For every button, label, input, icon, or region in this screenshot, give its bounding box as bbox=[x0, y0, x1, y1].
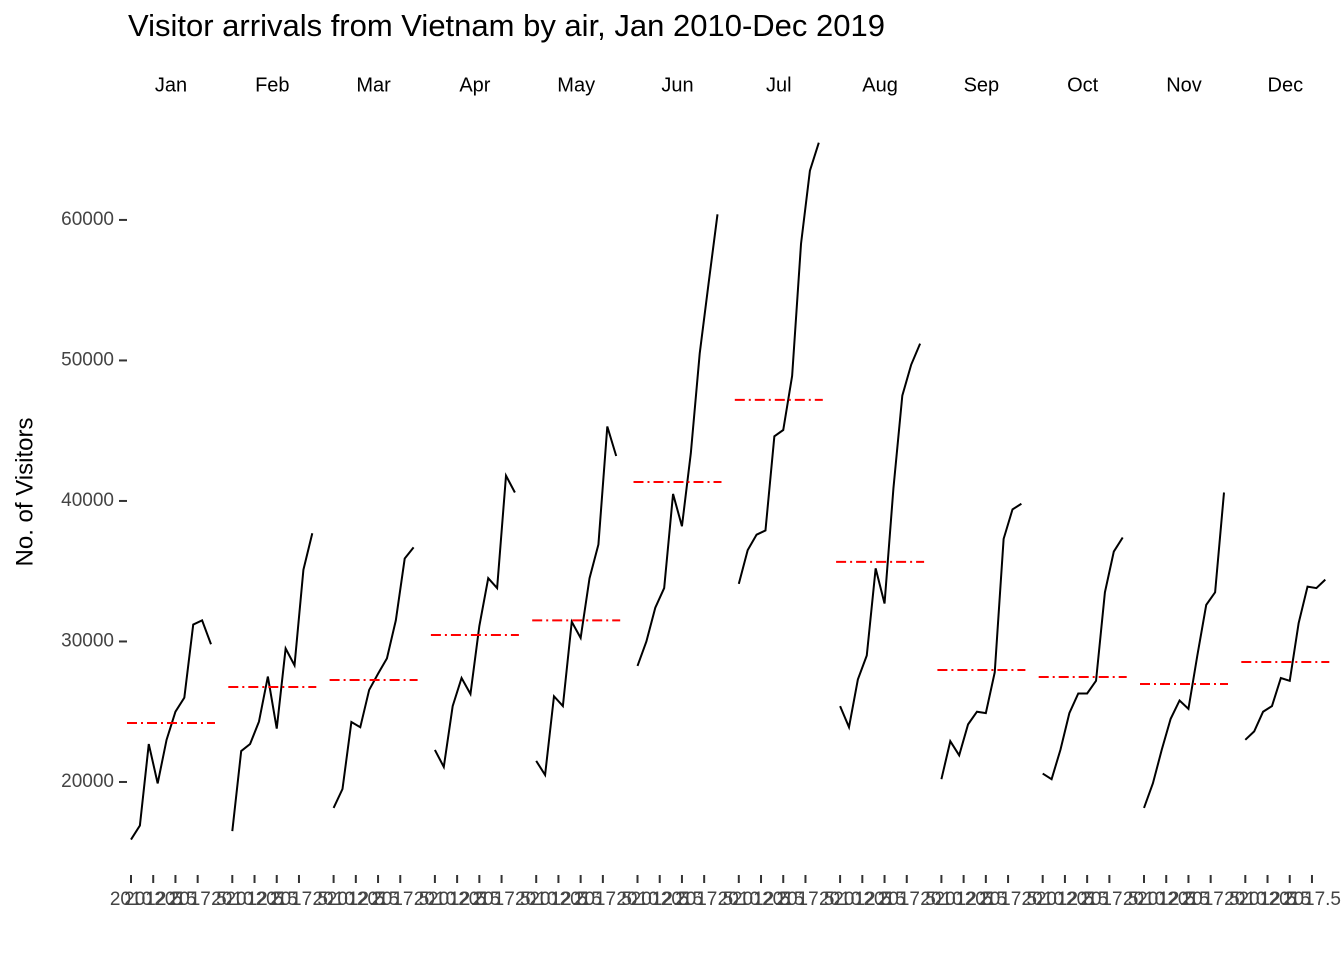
series-line bbox=[1143, 492, 1225, 809]
x-tick-label: 2015 bbox=[863, 889, 905, 910]
series-line bbox=[1244, 578, 1326, 741]
strip-label: Nov bbox=[1166, 74, 1202, 96]
series-line bbox=[231, 533, 314, 832]
x-tick-label: 2010 bbox=[1123, 889, 1165, 910]
strip-label: Sep bbox=[964, 74, 1000, 96]
x-tick-label: 2012.5 bbox=[1036, 889, 1094, 910]
series-line bbox=[535, 426, 618, 778]
x-tick-label: 2015 bbox=[661, 889, 703, 910]
x-tick-label: 2012.5 bbox=[327, 889, 385, 910]
strip-label: May bbox=[557, 74, 595, 96]
y-tick-label: 30000 bbox=[61, 630, 114, 651]
y-axis-label: No. of Visitors bbox=[11, 418, 38, 567]
x-tick-label: 2017.5 bbox=[1182, 889, 1240, 910]
x-tick-label: 2017.5 bbox=[878, 889, 936, 910]
strip-label: Mar bbox=[356, 74, 391, 96]
x-tick-label: 2010 bbox=[312, 889, 354, 910]
x-tick-label: 2012.5 bbox=[225, 889, 283, 910]
y-tick-label: 40000 bbox=[61, 490, 114, 511]
x-tick-label: 2012.5 bbox=[833, 889, 891, 910]
x-tick-label: 2015 bbox=[1066, 889, 1108, 910]
series-line bbox=[636, 214, 719, 667]
x-tick-label: 2010 bbox=[110, 889, 152, 910]
x-tick-label: 2017.5 bbox=[1283, 889, 1341, 910]
strip-label: Feb bbox=[255, 74, 289, 96]
series-line bbox=[737, 142, 820, 585]
y-tick-label: 50000 bbox=[61, 349, 114, 370]
x-tick-label: 2012.5 bbox=[124, 889, 182, 910]
strip-label: Oct bbox=[1067, 74, 1099, 96]
x-tick-label: 2017.5 bbox=[169, 889, 227, 910]
x-tick-label: 2017.5 bbox=[979, 889, 1037, 910]
x-tick-label: 2015 bbox=[1269, 889, 1311, 910]
series-line bbox=[130, 619, 212, 841]
x-tick-label: 2015 bbox=[154, 889, 196, 910]
series-line bbox=[1042, 536, 1124, 781]
series-line bbox=[332, 546, 415, 809]
x-tick-label: 2010 bbox=[211, 889, 253, 910]
x-tick-label: 2017.5 bbox=[270, 889, 328, 910]
x-tick-label: 2010 bbox=[718, 889, 760, 910]
x-tick-label: 2017.5 bbox=[371, 889, 429, 910]
x-tick-label: 2017.5 bbox=[473, 889, 531, 910]
strip-label: Jun bbox=[661, 74, 693, 96]
x-tick-label: 2017.5 bbox=[574, 889, 632, 910]
x-tick-label: 2012.5 bbox=[1238, 889, 1296, 910]
x-tick-label: 2015 bbox=[560, 889, 602, 910]
x-tick-label: 2010 bbox=[616, 889, 658, 910]
x-tick-label: 2012.5 bbox=[935, 889, 993, 910]
strip-label: Jan bbox=[155, 74, 187, 96]
x-tick-label: 2010 bbox=[515, 889, 557, 910]
y-tick-label: 20000 bbox=[61, 771, 114, 792]
x-tick-label: 2017.5 bbox=[1080, 889, 1138, 910]
x-tick-label: 2015 bbox=[357, 889, 399, 910]
x-tick-label: 2012.5 bbox=[529, 889, 587, 910]
x-tick-label: 2017.5 bbox=[675, 889, 733, 910]
x-tick-label: 2010 bbox=[1224, 889, 1266, 910]
strip-label: Aug bbox=[862, 74, 898, 96]
x-tick-label: 2015 bbox=[1167, 889, 1209, 910]
x-tick-label: 2010 bbox=[920, 889, 962, 910]
chart-title: Visitor arrivals from Vietnam by air, Ja… bbox=[128, 8, 885, 43]
x-tick-label: 2015 bbox=[965, 889, 1007, 910]
series-line bbox=[940, 502, 1022, 780]
y-tick-label: 60000 bbox=[61, 209, 114, 230]
x-tick-label: 2015 bbox=[256, 889, 298, 910]
x-tick-label: 2015 bbox=[762, 889, 804, 910]
x-tick-label: 2012.5 bbox=[732, 889, 790, 910]
x-tick-label: 2012.5 bbox=[428, 889, 486, 910]
x-tick-label: 2012.5 bbox=[631, 889, 689, 910]
series-line bbox=[434, 472, 516, 771]
strip-label: Apr bbox=[459, 74, 490, 96]
series-line bbox=[839, 343, 922, 731]
x-tick-label: 2010 bbox=[819, 889, 861, 910]
x-tick-label: 2010 bbox=[1022, 889, 1064, 910]
strip-label: Jul bbox=[766, 74, 792, 96]
strip-label: Dec bbox=[1268, 74, 1304, 96]
x-tick-label: 2012.5 bbox=[1137, 889, 1195, 910]
x-tick-label: 2015 bbox=[458, 889, 500, 910]
x-tick-label: 2010 bbox=[414, 889, 456, 910]
x-tick-label: 2017.5 bbox=[776, 889, 834, 910]
